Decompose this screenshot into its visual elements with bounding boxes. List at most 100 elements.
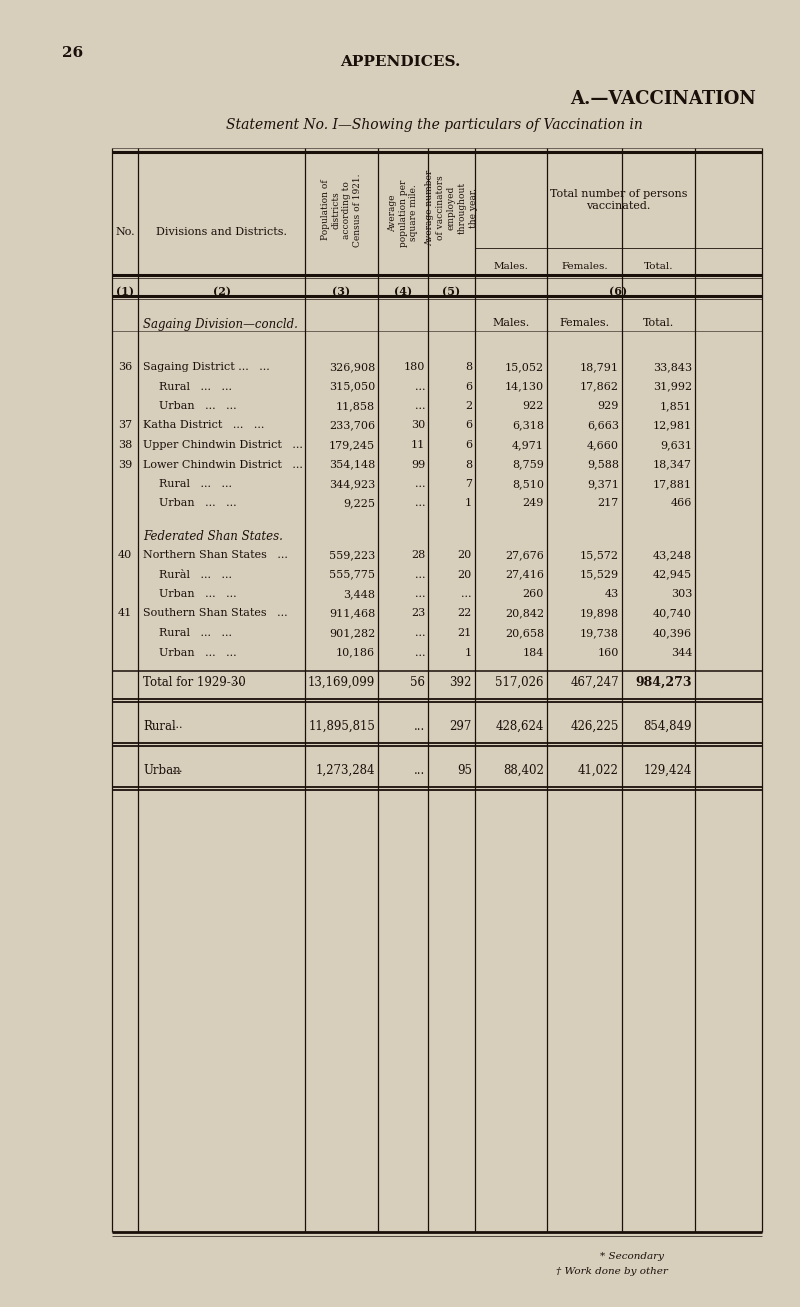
Text: (3): (3) xyxy=(333,286,350,297)
Text: 43,248: 43,248 xyxy=(653,550,692,559)
Text: 19,738: 19,738 xyxy=(580,627,619,638)
Text: 315,050: 315,050 xyxy=(329,382,375,392)
Text: 426,225: 426,225 xyxy=(570,720,619,733)
Text: Urban   ...   ...: Urban ... ... xyxy=(159,498,237,508)
Text: 129,424: 129,424 xyxy=(644,765,692,776)
Text: 20,658: 20,658 xyxy=(505,627,544,638)
Text: 6,318: 6,318 xyxy=(512,421,544,430)
Text: 40,396: 40,396 xyxy=(653,627,692,638)
Text: 1,851: 1,851 xyxy=(660,401,692,410)
Text: Sagaing Division—concld.: Sagaing Division—concld. xyxy=(143,318,298,331)
Text: (1): (1) xyxy=(116,286,134,297)
Text: 36: 36 xyxy=(118,362,132,372)
Text: 555,775: 555,775 xyxy=(329,570,375,579)
Text: ...: ... xyxy=(414,570,425,579)
Text: Urban   ...   ...: Urban ... ... xyxy=(159,647,237,657)
Text: 99: 99 xyxy=(410,460,425,469)
Text: 8: 8 xyxy=(465,362,472,372)
Text: 354,148: 354,148 xyxy=(329,460,375,469)
Text: ...: ... xyxy=(414,647,425,657)
Text: 7: 7 xyxy=(465,478,472,489)
Text: 33,843: 33,843 xyxy=(653,362,692,372)
Text: 344,923: 344,923 xyxy=(329,478,375,489)
Text: 19,898: 19,898 xyxy=(580,609,619,618)
Text: 43: 43 xyxy=(605,589,619,599)
Text: ...: ... xyxy=(414,765,425,776)
Text: Urban   ...   ...: Urban ... ... xyxy=(159,401,237,410)
Text: 6,663: 6,663 xyxy=(587,421,619,430)
Text: 12,981: 12,981 xyxy=(653,421,692,430)
Text: Average number
of vaccinators
employed
throughout
the year.: Average number of vaccinators employed t… xyxy=(426,170,478,246)
Text: 8,510: 8,510 xyxy=(512,478,544,489)
Text: 18,791: 18,791 xyxy=(580,362,619,372)
Text: Total for 1929-30: Total for 1929-30 xyxy=(143,676,246,689)
Text: Total number of persons
vaccinated.: Total number of persons vaccinated. xyxy=(550,188,687,212)
Text: 11,858: 11,858 xyxy=(336,401,375,410)
Text: 160: 160 xyxy=(598,647,619,657)
Text: No.: No. xyxy=(115,227,135,237)
Text: Upper Chindwin District   ...: Upper Chindwin District ... xyxy=(143,440,303,450)
Text: 260: 260 xyxy=(522,589,544,599)
Text: 20,842: 20,842 xyxy=(505,609,544,618)
Text: 18,347: 18,347 xyxy=(653,460,692,469)
Text: 27,676: 27,676 xyxy=(505,550,544,559)
Text: 37: 37 xyxy=(118,421,132,430)
Text: 854,849: 854,849 xyxy=(643,720,692,733)
Text: 344: 344 xyxy=(670,647,692,657)
Text: Statement No. I—Showing the particulars of Vaccination in: Statement No. I—Showing the particulars … xyxy=(226,118,642,132)
Text: 10,186: 10,186 xyxy=(336,647,375,657)
Text: Federated Shan States.: Federated Shan States. xyxy=(143,531,283,542)
Text: 40: 40 xyxy=(118,550,132,559)
Text: Rural   ...   ...: Rural ... ... xyxy=(159,382,232,392)
Text: 6: 6 xyxy=(465,421,472,430)
Text: 39: 39 xyxy=(118,460,132,469)
Text: A.—VACCINATION: A.—VACCINATION xyxy=(570,90,756,108)
Text: 15,572: 15,572 xyxy=(580,550,619,559)
Text: 56: 56 xyxy=(410,676,425,689)
Text: 4,660: 4,660 xyxy=(587,440,619,450)
Text: Lower Chindwin District   ...: Lower Chindwin District ... xyxy=(143,460,303,469)
Text: 179,245: 179,245 xyxy=(329,440,375,450)
Text: ...: ... xyxy=(414,720,425,733)
Text: 1: 1 xyxy=(465,498,472,508)
Text: 30: 30 xyxy=(410,421,425,430)
Text: 31,992: 31,992 xyxy=(653,382,692,392)
Text: Average
population per
square mile.: Average population per square mile. xyxy=(388,179,418,247)
Text: 466: 466 xyxy=(670,498,692,508)
Text: 26: 26 xyxy=(62,46,83,60)
Text: 22: 22 xyxy=(458,609,472,618)
Text: ...: ... xyxy=(414,589,425,599)
Text: (6): (6) xyxy=(610,286,627,297)
Text: 1: 1 xyxy=(465,647,472,657)
Text: 1,273,284: 1,273,284 xyxy=(315,765,375,776)
Text: Southern Shan States   ...: Southern Shan States ... xyxy=(143,609,288,618)
Text: APPENDICES.: APPENDICES. xyxy=(340,55,460,69)
Text: 233,706: 233,706 xyxy=(329,421,375,430)
Text: Rural   ...   ...: Rural ... ... xyxy=(159,478,232,489)
Text: 3,448: 3,448 xyxy=(343,589,375,599)
Text: 13,169,099: 13,169,099 xyxy=(308,676,375,689)
Text: (5): (5) xyxy=(442,286,461,297)
Text: 20: 20 xyxy=(458,550,472,559)
Text: 9,371: 9,371 xyxy=(587,478,619,489)
Text: 911,468: 911,468 xyxy=(329,609,375,618)
Text: 326,908: 326,908 xyxy=(329,362,375,372)
Text: Males.: Males. xyxy=(494,261,529,271)
Text: 21: 21 xyxy=(458,627,472,638)
Text: 4,971: 4,971 xyxy=(512,440,544,450)
Text: † Work done by other: † Work done by other xyxy=(556,1266,668,1276)
Text: Ruràl   ...   ...: Ruràl ... ... xyxy=(159,570,232,579)
Text: 392: 392 xyxy=(450,676,472,689)
Text: 217: 217 xyxy=(598,498,619,508)
Text: ...: ... xyxy=(414,478,425,489)
Text: Females.: Females. xyxy=(559,318,610,328)
Text: Urban   ...   ...: Urban ... ... xyxy=(159,589,237,599)
Text: 11: 11 xyxy=(410,440,425,450)
Text: (4): (4) xyxy=(394,286,412,297)
Text: 2: 2 xyxy=(465,401,472,410)
Text: ...: ... xyxy=(414,627,425,638)
Text: ...: ... xyxy=(232,676,242,686)
Text: 467,247: 467,247 xyxy=(570,676,619,689)
Text: 27,416: 27,416 xyxy=(505,570,544,579)
Text: (2): (2) xyxy=(213,286,230,297)
